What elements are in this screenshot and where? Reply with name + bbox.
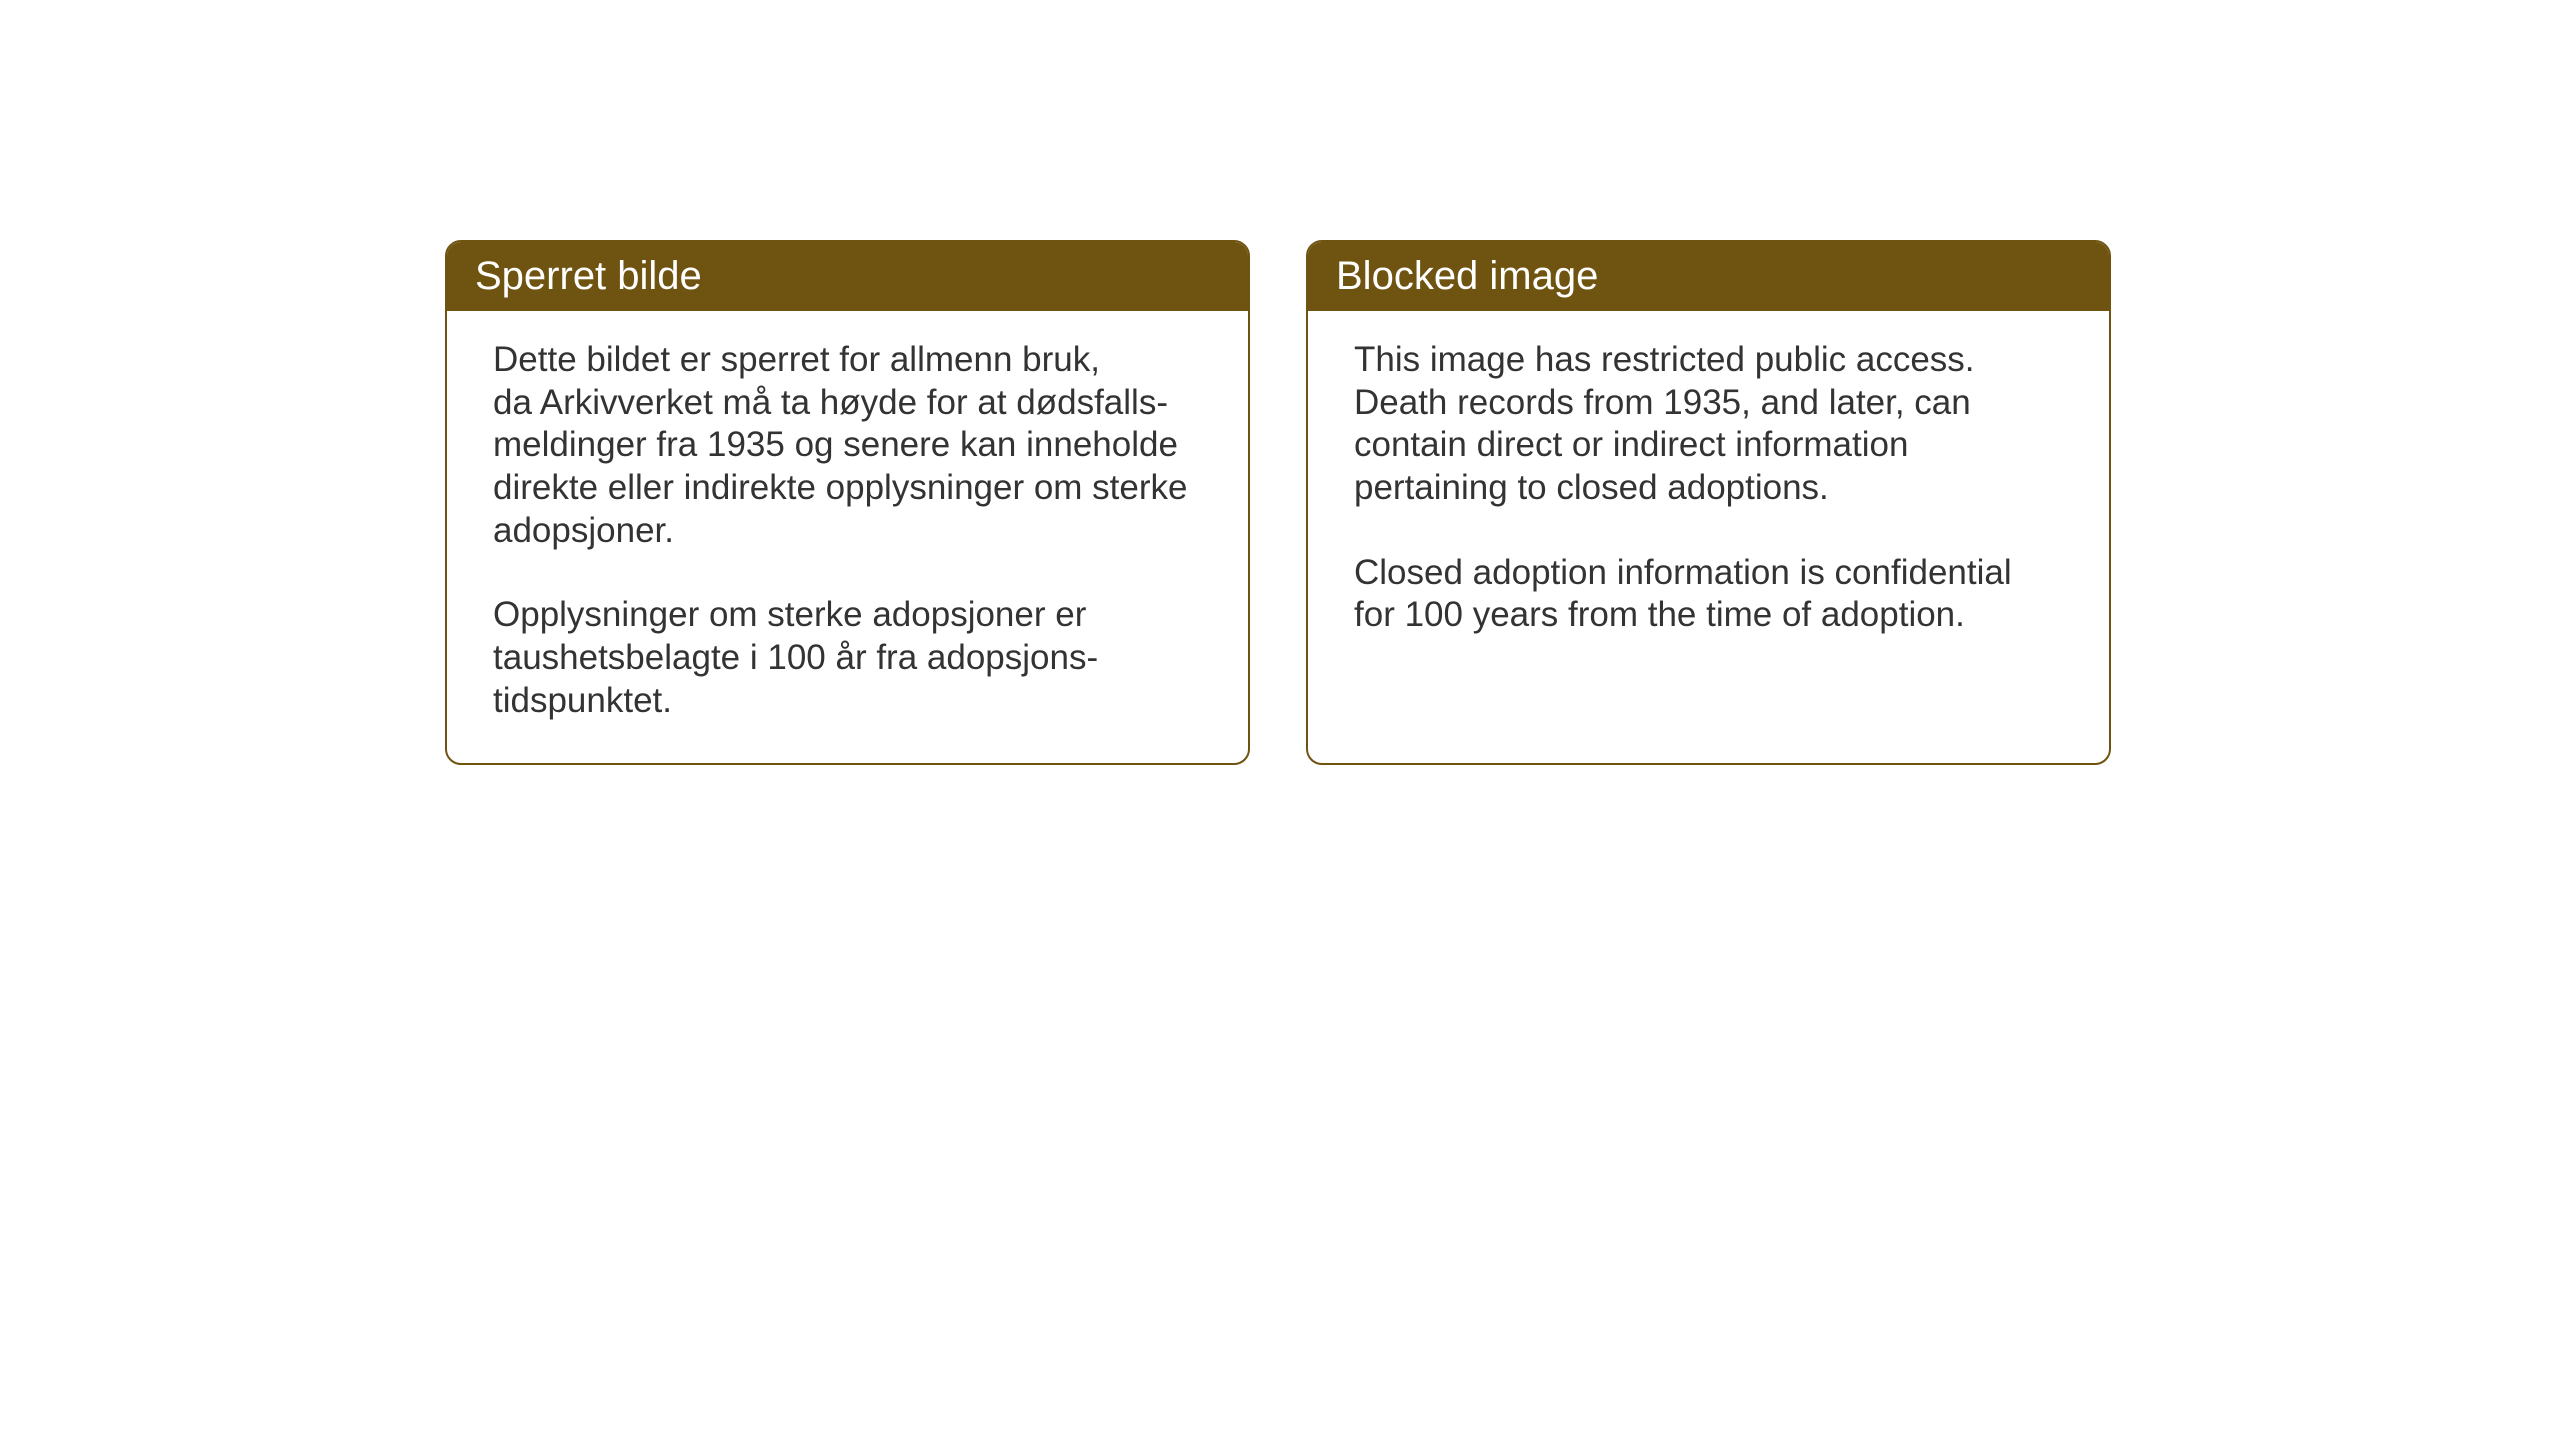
- norwegian-paragraph-2: Opplysninger om sterke adopsjoner er tau…: [493, 594, 1202, 722]
- text-line: Death records from 1935, and later, can: [1354, 383, 1971, 422]
- text-line: Dette bildet er sperret for allmenn bruk…: [493, 340, 1100, 379]
- english-paragraph-2: Closed adoption information is confident…: [1354, 552, 2063, 637]
- english-card-title: Blocked image: [1308, 242, 2109, 311]
- text-line: pertaining to closed adoptions.: [1354, 468, 1829, 507]
- english-paragraph-1: This image has restricted public access.…: [1354, 339, 2063, 510]
- text-line: meldinger fra 1935 og senere kan innehol…: [493, 425, 1178, 464]
- text-line: tidspunktet.: [493, 681, 672, 720]
- notice-cards-container: Sperret bilde Dette bildet er sperret fo…: [445, 240, 2111, 765]
- text-line: This image has restricted public access.: [1354, 340, 1975, 379]
- norwegian-card-body: Dette bildet er sperret for allmenn bruk…: [447, 311, 1248, 763]
- text-line: contain direct or indirect information: [1354, 425, 1908, 464]
- text-line: da Arkivverket må ta høyde for at dødsfa…: [493, 383, 1168, 422]
- text-line: direkte eller indirekte opplysninger om …: [493, 468, 1188, 507]
- text-line: taushetsbelagte i 100 år fra adopsjons-: [493, 638, 1098, 677]
- text-line: Opplysninger om sterke adopsjoner er: [493, 595, 1086, 634]
- english-notice-card: Blocked image This image has restricted …: [1306, 240, 2111, 765]
- text-line: Closed adoption information is confident…: [1354, 553, 2012, 592]
- text-line: adopsjoner.: [493, 511, 674, 550]
- norwegian-notice-card: Sperret bilde Dette bildet er sperret fo…: [445, 240, 1250, 765]
- text-line: for 100 years from the time of adoption.: [1354, 595, 1965, 634]
- norwegian-card-title: Sperret bilde: [447, 242, 1248, 311]
- norwegian-paragraph-1: Dette bildet er sperret for allmenn bruk…: [493, 339, 1202, 552]
- english-card-body: This image has restricted public access.…: [1308, 311, 2109, 677]
